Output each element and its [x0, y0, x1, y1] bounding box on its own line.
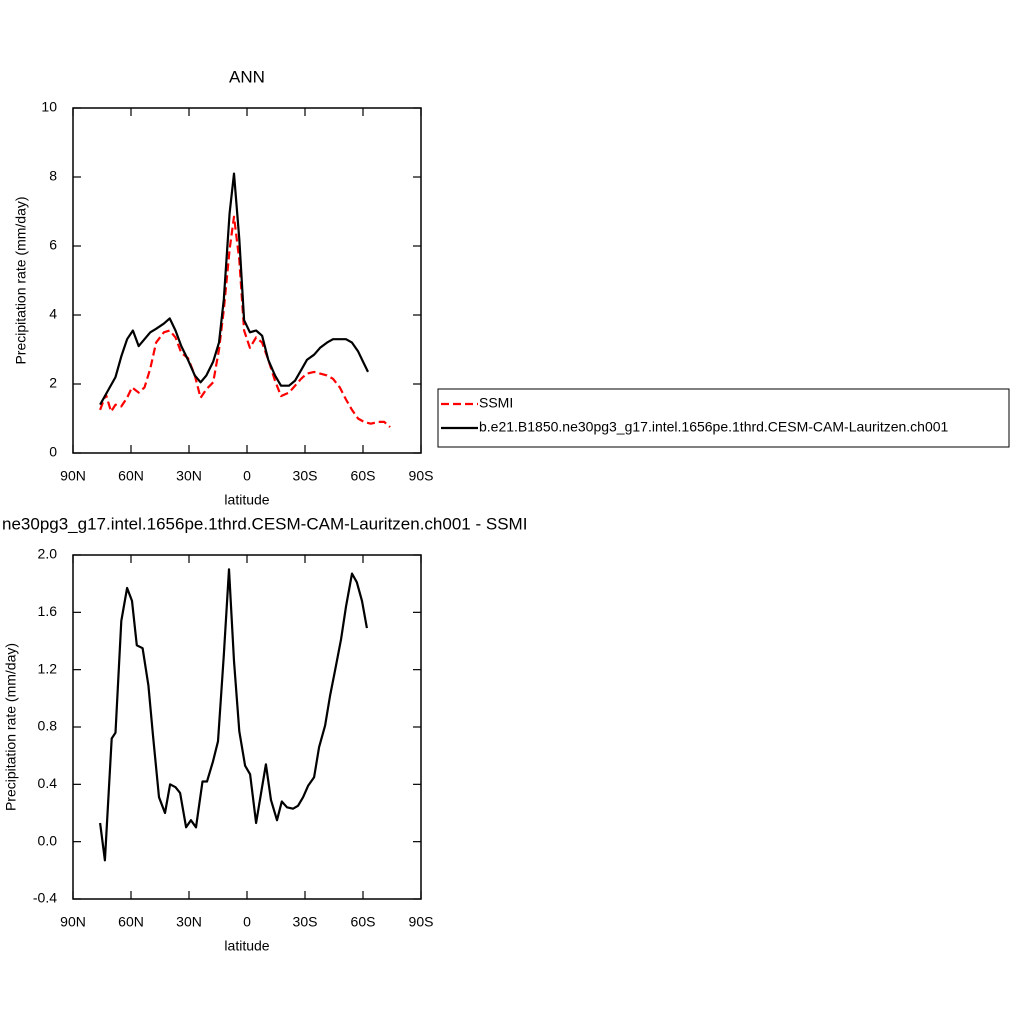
y-tick-label: 2.0	[38, 546, 58, 562]
y-tick-label: 4	[49, 306, 57, 322]
data-line	[99, 215, 391, 428]
data-line	[99, 568, 368, 862]
y-tick-label: 0	[49, 444, 57, 460]
y-axis-label: Precipitation rate (mm/day)	[13, 196, 29, 364]
x-tick-label: 30N	[176, 914, 202, 930]
y-tick-label: 10	[41, 99, 57, 115]
y-tick-label: 0.0	[38, 832, 58, 848]
x-tick-label: 60N	[118, 914, 144, 930]
x-tick-label: 90N	[60, 468, 86, 484]
x-tick-label: 90S	[409, 468, 434, 484]
x-tick-label: 60N	[118, 468, 144, 484]
y-tick-label: 1.6	[38, 603, 58, 619]
x-tick-label: 0	[243, 468, 251, 484]
y-tick-label: 6	[49, 237, 57, 253]
y-tick-label: 0.8	[38, 718, 58, 734]
chart-title: ANN	[229, 67, 265, 86]
data-line	[99, 172, 369, 406]
x-tick-label: 60S	[351, 468, 376, 484]
y-tick-label: 1.2	[38, 660, 58, 676]
y-axis-label: Precipitation rate (mm/day)	[3, 643, 19, 811]
y-tick-label: 8	[49, 168, 57, 184]
x-tick-label: 90S	[409, 914, 434, 930]
y-tick-label: -0.4	[33, 890, 57, 906]
x-tick-label: 30S	[293, 468, 318, 484]
y-tick-label: 2	[49, 375, 57, 391]
x-tick-label: 0	[243, 914, 251, 930]
chart-title: ne30pg3_g17.intel.1656pe.1thrd.CESM-CAM-…	[2, 514, 527, 533]
x-axis-label: latitude	[224, 938, 269, 954]
x-tick-label: 30S	[293, 914, 318, 930]
legend-label: SSMI	[479, 395, 513, 411]
plot-frame	[72, 554, 422, 900]
x-axis-label: latitude	[224, 492, 269, 508]
y-tick-label: 0.4	[38, 775, 58, 791]
x-tick-label: 60S	[351, 914, 376, 930]
x-tick-label: 30N	[176, 468, 202, 484]
legend-label: b.e21.B1850.ne30pg3_g17.intel.1656pe.1th…	[479, 419, 949, 435]
legend-box	[437, 388, 1010, 448]
x-tick-label: 90N	[60, 914, 86, 930]
